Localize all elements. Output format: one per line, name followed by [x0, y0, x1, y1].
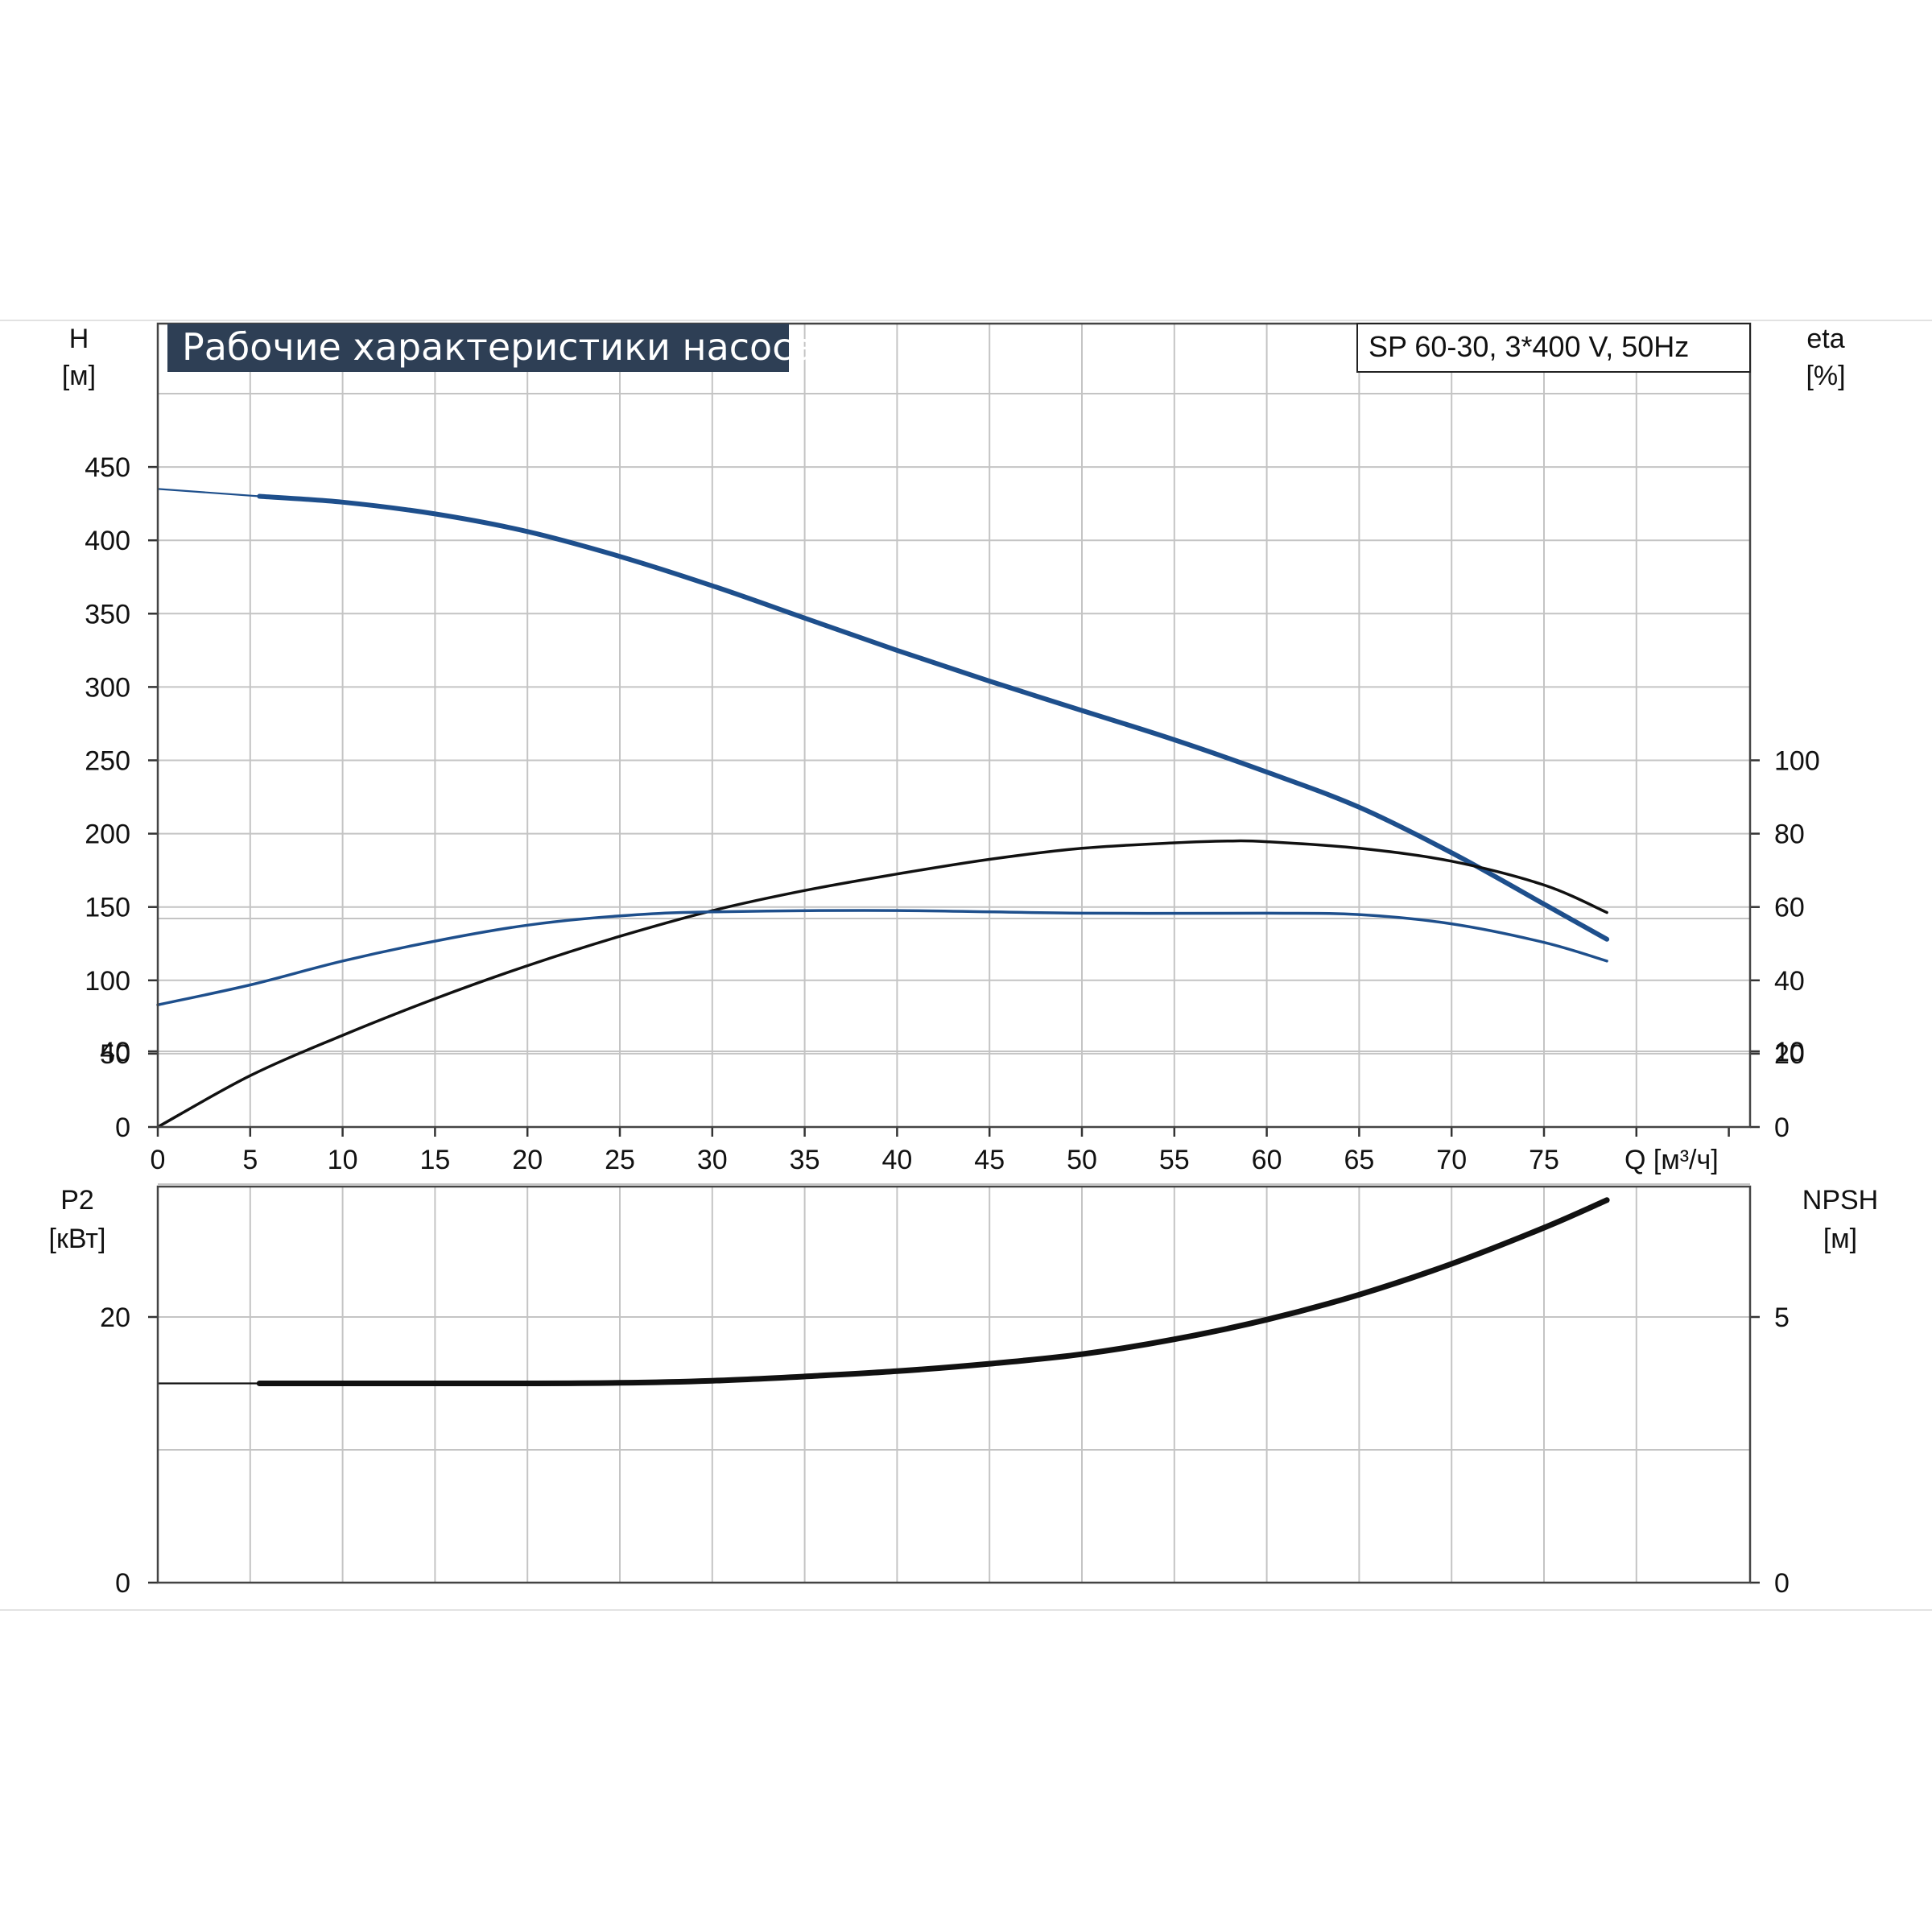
- y-left-tick-top: 50: [100, 1039, 130, 1070]
- y-left-title-bottom: P2: [60, 1185, 94, 1216]
- bottom-grid: [158, 918, 1750, 1583]
- y-right-tick-top: 0: [1774, 1113, 1790, 1143]
- head-curve: [257, 493, 1610, 942]
- x-axis-label: Q [м³/ч]: [1624, 1145, 1719, 1175]
- power-curve: [156, 909, 1608, 1007]
- x-tick: 25: [605, 1145, 635, 1175]
- x-tick: 70: [1436, 1145, 1467, 1175]
- y-left-tick-top: 200: [85, 819, 130, 850]
- y-right-title-top: eta: [1806, 324, 1844, 354]
- x-tick: 40: [881, 1145, 912, 1175]
- y-right-tick-top: 60: [1774, 893, 1805, 923]
- y-left-title-top: H: [69, 324, 89, 354]
- y-left-tick-top: 450: [85, 452, 130, 483]
- x-tick: 75: [1529, 1145, 1559, 1175]
- top-plot-frame: [156, 322, 1752, 1129]
- y-right-tick-bottom: 0: [1774, 1568, 1790, 1599]
- y-left-tick-bottom: 20: [100, 1302, 130, 1333]
- y-right-tick-bottom: 10: [1774, 1037, 1805, 1067]
- x-tick: 10: [328, 1145, 358, 1175]
- top-curves: [156, 488, 1610, 1129]
- x-tick: 20: [512, 1145, 543, 1175]
- x-tick: 0: [151, 1145, 166, 1175]
- model-label-box: [1356, 323, 1751, 373]
- x-tick: 15: [419, 1145, 450, 1175]
- y-left-unit-top: [м]: [62, 361, 96, 391]
- y-right-tick-top: 20: [1774, 1039, 1805, 1070]
- y-left-tick-top: 0: [115, 1113, 130, 1143]
- bottom-curves: [156, 909, 1610, 1387]
- head-curve-thin: [157, 488, 260, 497]
- y-left-tick-bottom: 40: [100, 1037, 130, 1067]
- x-tick: 30: [697, 1145, 728, 1175]
- top-grid: [158, 324, 1750, 1127]
- y-left-tick-top: 100: [85, 966, 130, 997]
- bottom-plot-frame: [156, 1185, 1752, 1584]
- npsh-curve: [256, 1197, 1610, 1387]
- x-tick: 35: [790, 1145, 820, 1175]
- x-tick: 50: [1067, 1145, 1097, 1175]
- top-tick-labels: 0 50 100 150 200 250 300 350 400 450 0 20 40 60 80 100: [85, 452, 1819, 1143]
- x-tick: 45: [974, 1145, 1005, 1175]
- y-left-tick-top: 250: [85, 746, 130, 777]
- bottom-tick-labels: 0 20 40 0 5 10: [100, 1037, 1805, 1599]
- y-right-unit-top: [%]: [1806, 361, 1845, 391]
- y-right-unit-bottom: [м]: [1823, 1224, 1857, 1254]
- y-left-tick-top: 150: [85, 893, 130, 923]
- y-left-tick-bottom: 0: [115, 1568, 130, 1599]
- x-tick: 5: [242, 1145, 258, 1175]
- chart-title: Рабочие характеристики насоса: [182, 325, 815, 369]
- x-tick: 55: [1159, 1145, 1190, 1175]
- chart-title-box: [167, 324, 789, 372]
- x-tick: 60: [1252, 1145, 1282, 1175]
- y-right-tick-top: 100: [1774, 746, 1820, 777]
- efficiency-curve: [156, 839, 1608, 1129]
- y-right-tick-bottom: 5: [1774, 1302, 1790, 1333]
- y-right-tick-top: 40: [1774, 966, 1805, 997]
- y-right-title-bottom: NPSH: [1802, 1185, 1878, 1216]
- x-tick: 65: [1344, 1145, 1374, 1175]
- model-label: SP 60-30, 3*400 V, 50Hz: [1368, 330, 1689, 363]
- y-left-unit-bottom: [кВт]: [49, 1224, 106, 1254]
- y-left-tick-top: 400: [85, 526, 130, 556]
- y-left-tick-top: 350: [85, 599, 130, 630]
- y-right-tick-top: 80: [1774, 819, 1805, 850]
- x-tick-labels: 0 5 10 15 20 25 30 35 40 45 50 55 60 65 70 75: [151, 1127, 1730, 1175]
- y-left-tick-top: 300: [85, 672, 130, 703]
